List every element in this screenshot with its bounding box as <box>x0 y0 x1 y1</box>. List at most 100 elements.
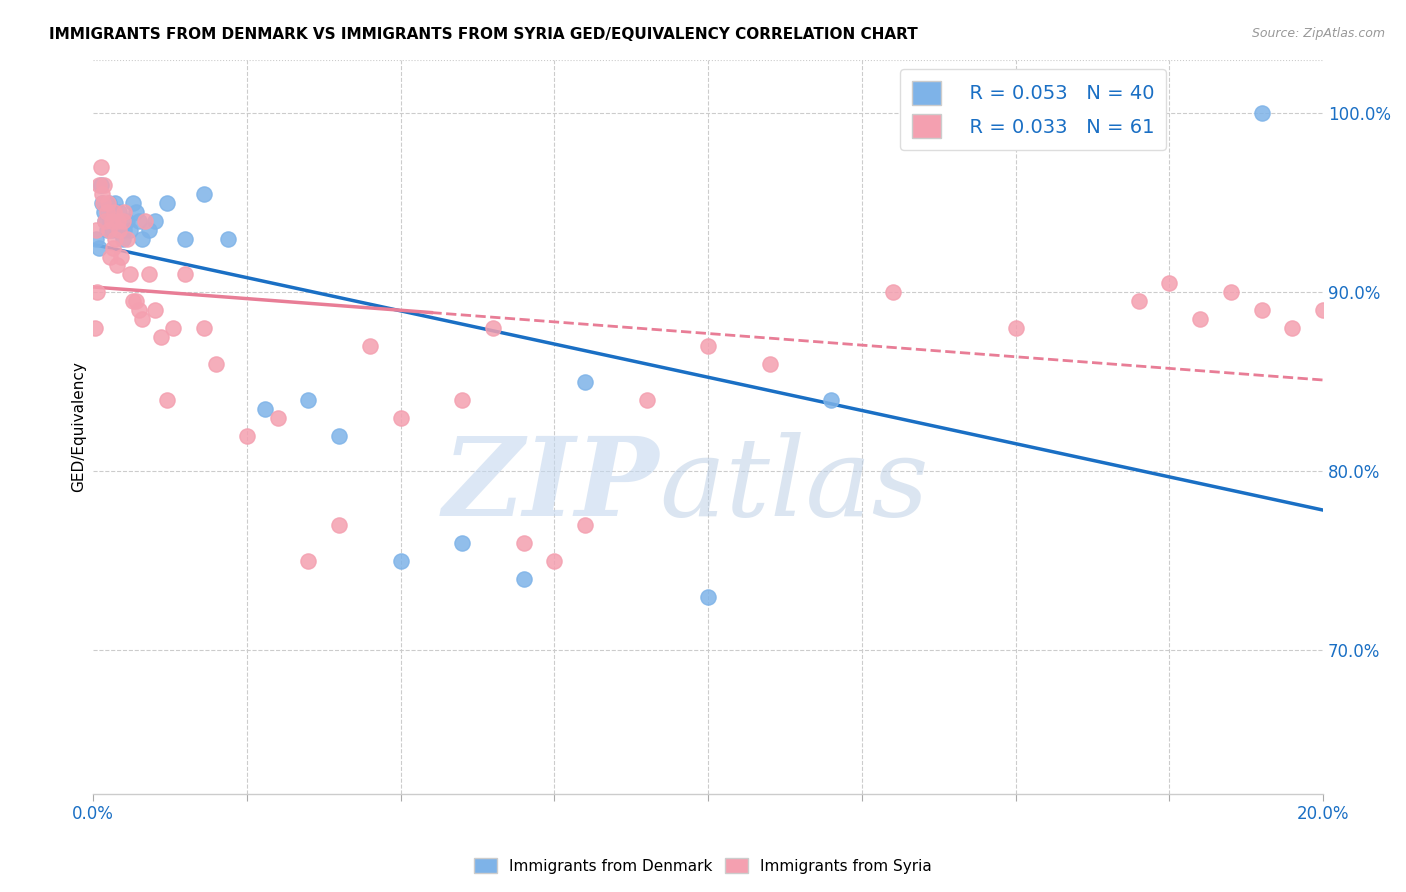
Point <box>120 223 142 237</box>
Point <box>482 321 505 335</box>
Point <box>389 554 412 568</box>
Point <box>218 232 240 246</box>
Point <box>143 303 166 318</box>
Point <box>1128 294 1150 309</box>
Point <box>205 357 228 371</box>
Point <box>636 392 658 407</box>
Point <box>451 536 474 550</box>
Text: ZIP: ZIP <box>443 432 659 539</box>
Point <box>90 186 112 201</box>
Point <box>138 268 160 282</box>
Point <box>882 285 904 300</box>
Point <box>1159 277 1181 291</box>
Point <box>389 410 412 425</box>
Point <box>111 213 134 227</box>
Point <box>758 357 780 371</box>
Point <box>574 518 596 533</box>
Point <box>125 294 148 309</box>
Point <box>1281 321 1303 335</box>
Point <box>297 554 319 568</box>
Legend: Immigrants from Denmark, Immigrants from Syria: Immigrants from Denmark, Immigrants from… <box>468 852 938 880</box>
Point <box>122 195 145 210</box>
Point <box>1250 106 1272 120</box>
Point <box>820 392 842 407</box>
Point <box>512 536 534 550</box>
Point <box>512 572 534 586</box>
Point <box>101 213 124 227</box>
Point <box>115 213 138 227</box>
Point <box>108 223 131 237</box>
Point <box>105 259 128 273</box>
Point <box>100 223 122 237</box>
Point <box>1004 321 1026 335</box>
Point <box>110 250 132 264</box>
Point <box>254 401 277 416</box>
Point <box>97 195 120 210</box>
Point <box>297 392 319 407</box>
Point <box>110 223 132 237</box>
Legend:   R = 0.053   N = 40,   R = 0.033   N = 61: R = 0.053 N = 40, R = 0.033 N = 61 <box>900 70 1166 150</box>
Point <box>193 186 215 201</box>
Y-axis label: GED/Equivalency: GED/Equivalency <box>72 361 86 492</box>
Point <box>193 321 215 335</box>
Point <box>84 321 107 335</box>
Text: IMMIGRANTS FROM DENMARK VS IMMIGRANTS FROM SYRIA GED/EQUIVALENCY CORRELATION CHA: IMMIGRANTS FROM DENMARK VS IMMIGRANTS FR… <box>49 27 918 42</box>
Point <box>100 250 122 264</box>
Point <box>111 232 134 246</box>
Point <box>162 321 184 335</box>
Point <box>115 232 138 246</box>
Point <box>103 204 125 219</box>
Point <box>266 410 288 425</box>
Point <box>96 223 118 237</box>
Point <box>156 195 179 210</box>
Point <box>128 213 150 227</box>
Point <box>131 312 153 326</box>
Point <box>359 339 381 353</box>
Point <box>236 428 259 442</box>
Point <box>1219 285 1241 300</box>
Point <box>122 294 145 309</box>
Point <box>97 195 120 210</box>
Text: atlas: atlas <box>659 432 928 539</box>
Point <box>89 241 111 255</box>
Point <box>543 554 565 568</box>
Point <box>697 590 720 604</box>
Point <box>328 518 350 533</box>
Point <box>143 213 166 227</box>
Point <box>120 268 142 282</box>
Point <box>107 213 129 227</box>
Point <box>112 223 135 237</box>
Point <box>91 195 114 210</box>
Point <box>134 213 156 227</box>
Point <box>149 330 172 344</box>
Point <box>174 268 197 282</box>
Point <box>100 213 122 227</box>
Point <box>94 213 117 227</box>
Point <box>104 232 127 246</box>
Point <box>451 392 474 407</box>
Point <box>89 178 111 192</box>
Text: Source: ZipAtlas.com: Source: ZipAtlas.com <box>1251 27 1385 40</box>
Point <box>107 213 129 227</box>
Point <box>174 232 197 246</box>
Point <box>94 213 117 227</box>
Point <box>90 178 112 192</box>
Point <box>91 195 114 210</box>
Point <box>574 375 596 389</box>
Point <box>101 241 124 255</box>
Point <box>90 160 112 174</box>
Point <box>156 392 179 407</box>
Point <box>108 204 131 219</box>
Point <box>84 223 107 237</box>
Point <box>86 285 108 300</box>
Point <box>697 339 720 353</box>
Point <box>98 223 121 237</box>
Point <box>138 223 160 237</box>
Point <box>1250 303 1272 318</box>
Point <box>104 195 127 210</box>
Point <box>96 204 118 219</box>
Point <box>93 178 115 192</box>
Point <box>112 204 135 219</box>
Point <box>100 213 122 227</box>
Point <box>84 232 107 246</box>
